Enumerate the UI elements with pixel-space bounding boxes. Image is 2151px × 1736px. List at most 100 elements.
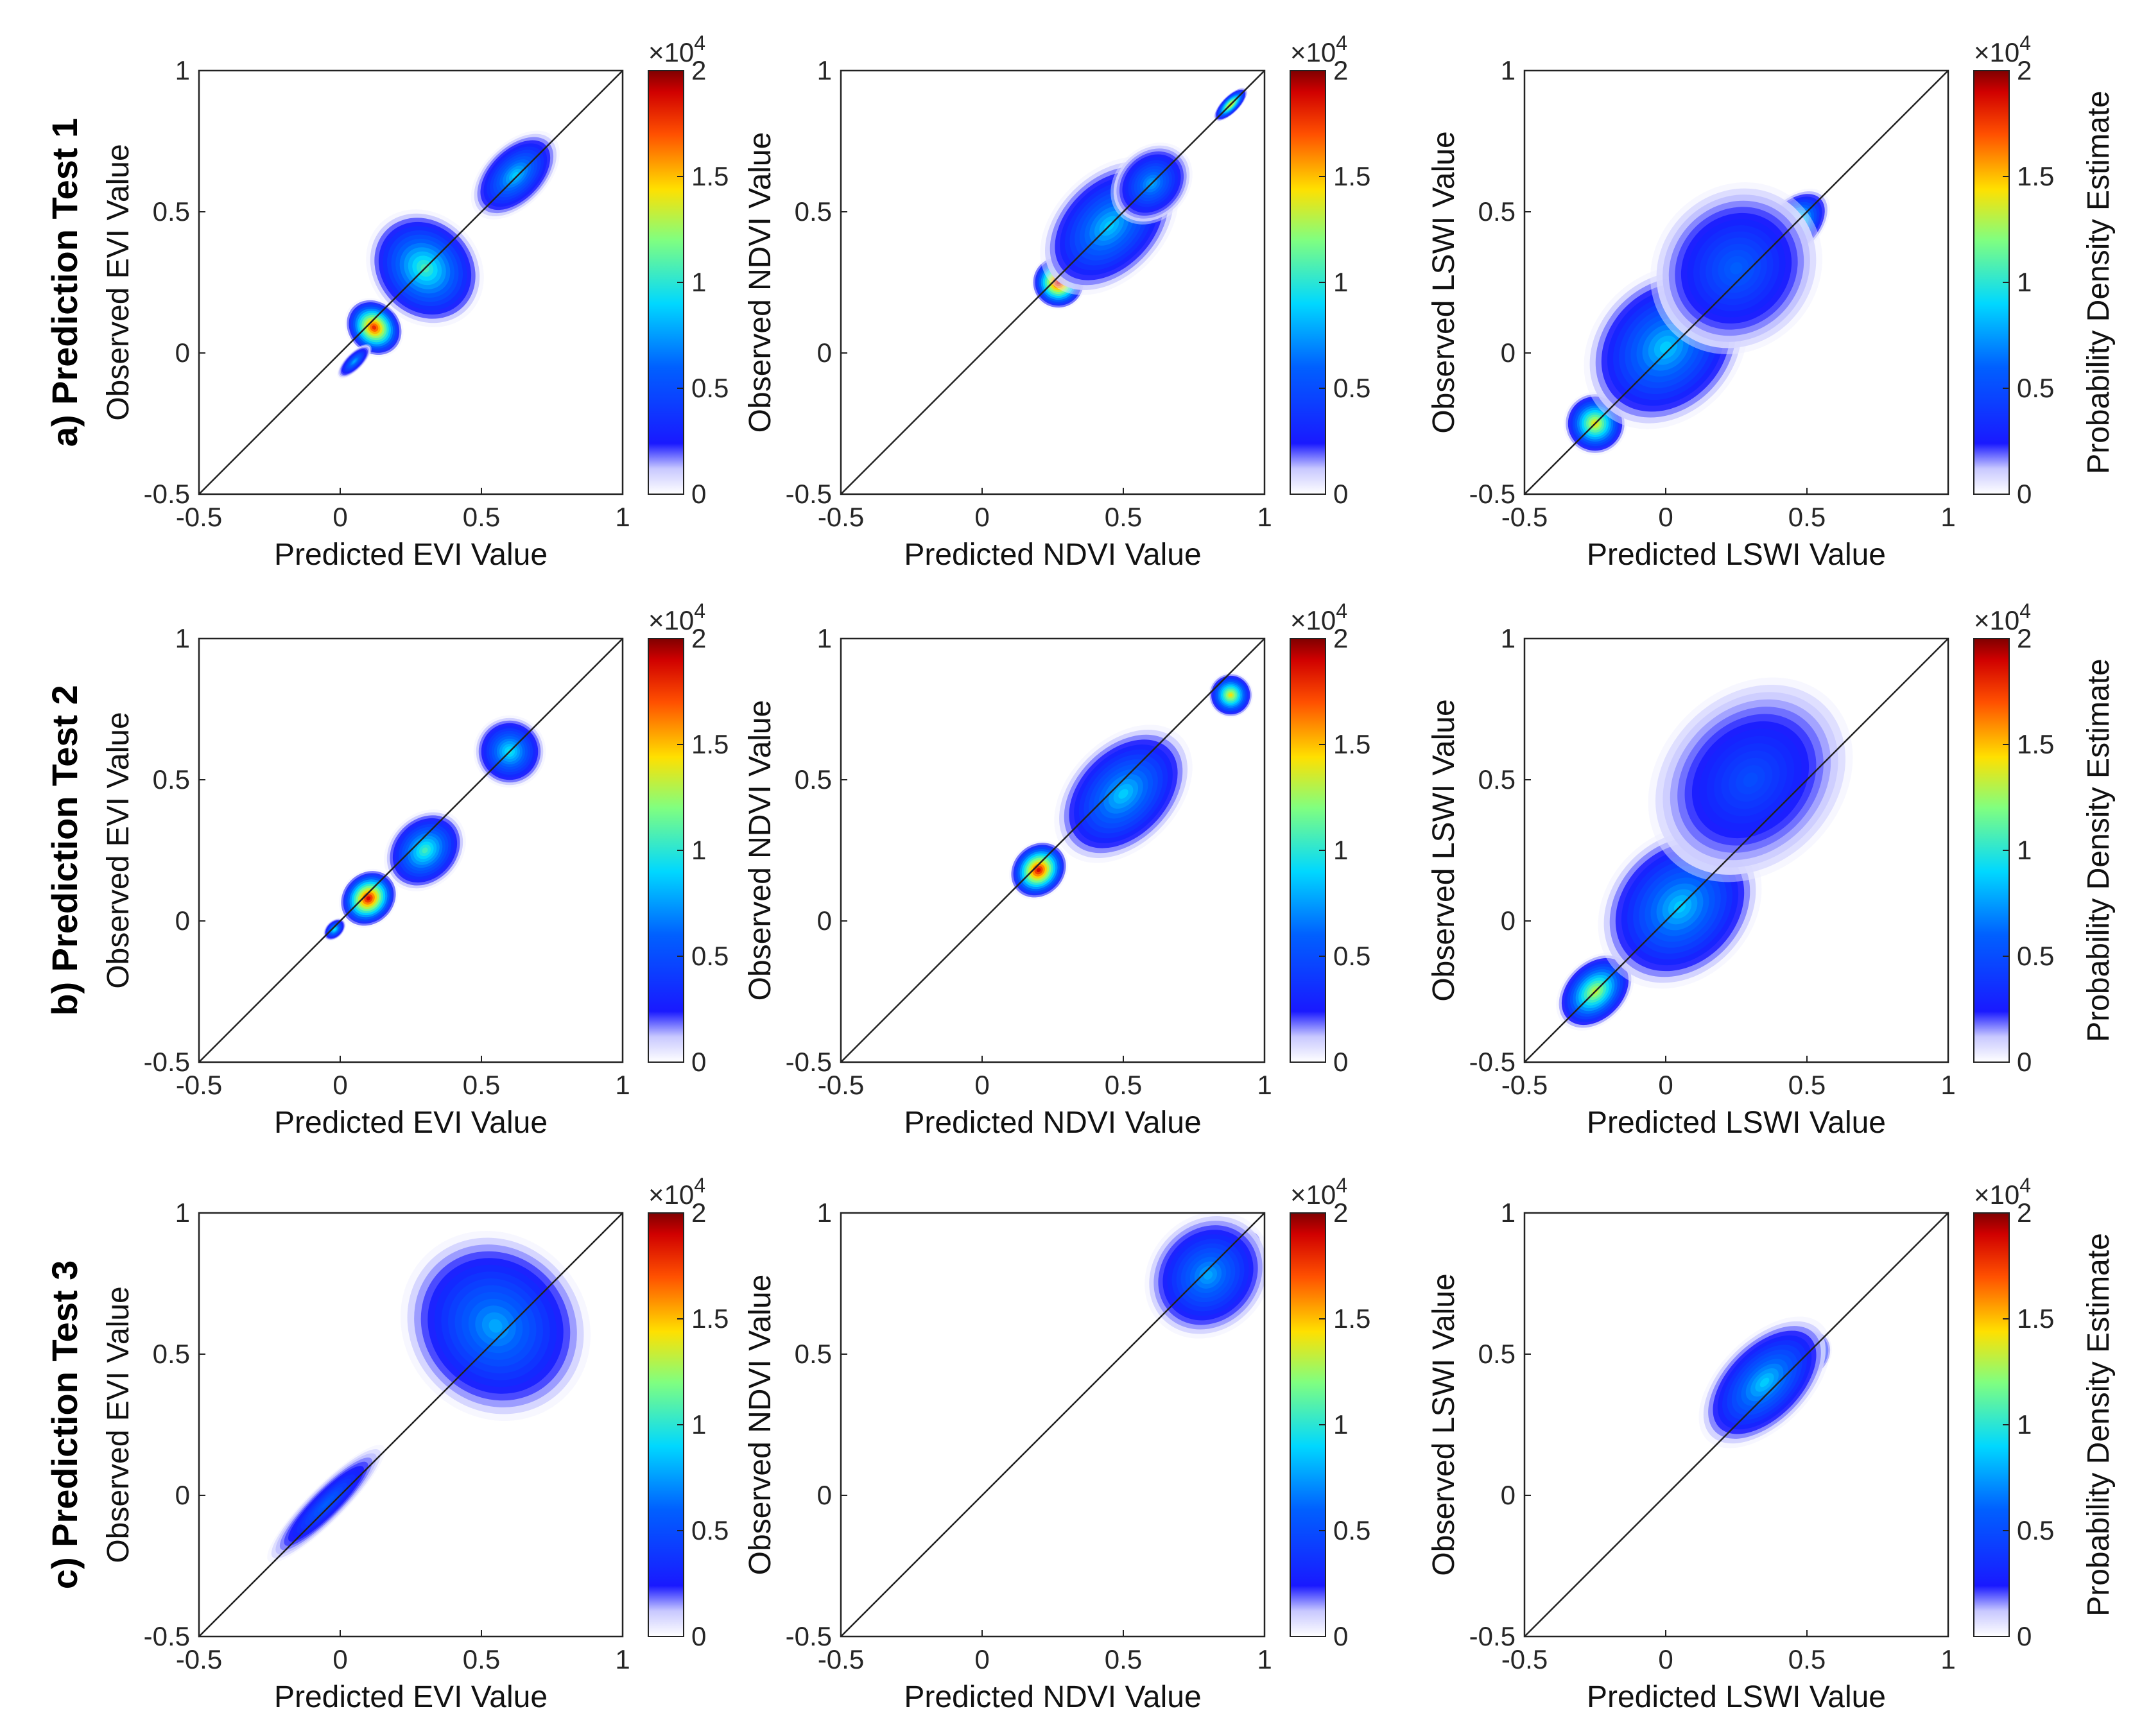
x-tick-label: 0 — [974, 1644, 989, 1674]
colorbar-label: Probability Density Estimate — [2082, 90, 2116, 474]
y-axis-label: Observed NDVI Value — [743, 132, 777, 433]
y-tick-label: 1 — [175, 55, 190, 85]
colorbar-tick-label: 0.5 — [2017, 373, 2054, 403]
y-tick-label: 1 — [175, 623, 190, 653]
density-field — [1145, 1213, 1265, 1339]
x-tick-label: 1 — [1940, 502, 1955, 532]
panel-ndvi: -0.5 0 0.5 1 -0.5 0 0.5 1 Predicted NDVI Value Ob… — [743, 31, 1370, 572]
colorbar-tick-label: 1.5 — [691, 161, 729, 191]
y-tick-label: 0 — [817, 338, 832, 368]
row-label: b) Prediction Test 2 — [44, 685, 85, 1015]
plot-frame — [840, 1212, 1266, 1638]
x-tick-label: 1 — [1257, 1070, 1272, 1100]
colorbar-tick-label: 0 — [1333, 1621, 1348, 1651]
colorbar-tick-label: 1 — [691, 1409, 706, 1440]
y-axis-label: Observed EVI Value — [101, 1286, 135, 1563]
y-tick-label: 1 — [817, 623, 832, 653]
density-contour — [422, 847, 428, 854]
colorbar-multiplier: ×104 — [1290, 599, 1347, 635]
colorbar-tick-label: 2 — [1333, 55, 1348, 85]
colorbar-tick-label: 2 — [691, 55, 706, 85]
y-tick-label: 1 — [817, 55, 832, 85]
y-tick-label: -0.5 — [1469, 479, 1516, 509]
colorbar-tick-label: 0 — [691, 1621, 706, 1651]
panel-lswi: -0.5 0 0.5 1 -0.5 0 0.5 1 Predicted LSWI Value Ob… — [1427, 599, 2116, 1140]
y-tick-label: -0.5 — [1469, 1621, 1516, 1651]
colorbar-tick-label: 0 — [691, 1047, 706, 1077]
colorbar-multiplier: ×104 — [1290, 1174, 1347, 1210]
one-to-one-line — [198, 70, 623, 495]
colorbar-multiplier: ×104 — [648, 1174, 705, 1210]
y-tick-label: 1 — [1501, 623, 1516, 653]
row-label: c) Prediction Test 3 — [44, 1260, 85, 1589]
one-to-one-line — [198, 638, 623, 1063]
x-tick-label: 1 — [1257, 1644, 1272, 1674]
colorbar-tick-label: 1.5 — [691, 1303, 729, 1334]
colorbar-tick-label: 1.5 — [2017, 1303, 2054, 1334]
colorbar-multiplier: ×104 — [1290, 31, 1347, 67]
y-tick-label: 1 — [1501, 55, 1516, 85]
panel-ndvi: -0.5 0 0.5 1 -0.5 0 0.5 1 Predicted NDVI Value Ob… — [743, 1174, 1370, 1714]
colorbar-tick-label: 1.5 — [2017, 161, 2054, 191]
x-tick-label: 0 — [333, 502, 347, 532]
colorbar-tick-label: 1 — [1333, 267, 1348, 297]
x-tick-label: 0.5 — [1105, 502, 1142, 532]
y-tick-label: 0 — [1501, 338, 1516, 368]
colorbar-tick-label: 1 — [691, 267, 706, 297]
colorbar-tick-label: 0 — [2017, 1621, 2032, 1651]
colorbar-tick-label: 0 — [1333, 479, 1348, 509]
density-contour — [488, 1319, 503, 1333]
x-tick-label: 0.5 — [463, 502, 500, 532]
density-contour — [1229, 693, 1232, 697]
y-tick-label: -0.5 — [786, 1621, 832, 1651]
y-tick-label: 0.5 — [153, 196, 190, 227]
colorbar-tick-label: 0 — [2017, 479, 2032, 509]
density-contour — [372, 325, 377, 330]
x-tick-label: 1 — [1257, 502, 1272, 532]
density-contour — [366, 896, 371, 901]
x-axis-label: Predicted LSWI Value — [1587, 1680, 1886, 1714]
density-contour — [333, 928, 336, 931]
y-tick-label: 0.5 — [1478, 1339, 1516, 1369]
x-axis-label: Predicted NDVI Value — [904, 1106, 1201, 1140]
colorbar-multiplier: ×104 — [648, 31, 705, 67]
x-tick-label: 0 — [1658, 1644, 1673, 1674]
x-tick-label: 1 — [1940, 1070, 1955, 1100]
density-contour — [1118, 789, 1128, 799]
x-tick-label: 0 — [333, 1070, 347, 1100]
colorbar-tick-label: 0.5 — [691, 1515, 729, 1545]
plot-frame — [840, 69, 1266, 495]
one-to-one-line — [1524, 638, 1949, 1063]
colorbar-tick-label: 1.5 — [2017, 729, 2054, 759]
x-tick-label: -0.5 — [818, 1070, 864, 1100]
y-tick-label: 0 — [817, 1480, 832, 1510]
x-tick-label: 1 — [615, 502, 630, 532]
y-axis-label: Observed EVI Value — [101, 712, 135, 988]
y-axis-label: Observed EVI Value — [101, 144, 135, 420]
colorbar-tick-label: 2 — [1333, 1198, 1348, 1228]
colorbar-tick-label: 1 — [2017, 835, 2032, 865]
y-tick-label: 0 — [1501, 1480, 1516, 1510]
colorbar-tick-label: 1.5 — [1333, 1303, 1370, 1334]
density-contour — [1730, 262, 1743, 275]
colorbar-multiplier: ×104 — [648, 599, 705, 635]
y-tick-label: 0 — [1501, 906, 1516, 936]
x-tick-label: 0 — [1658, 502, 1673, 532]
x-tick-label: 0.5 — [1788, 1644, 1826, 1674]
colorbar-tick-label: 2 — [1333, 623, 1348, 653]
density-field — [1556, 677, 1853, 1031]
colorbar-label: Probability Density Estimate — [2082, 1233, 2116, 1617]
x-axis-label: Predicted NDVI Value — [904, 538, 1201, 572]
panel-lswi: -0.5 0 0.5 1 -0.5 0 0.5 1 Predicted LSWI Value Ob… — [1427, 31, 2116, 572]
plot-frame — [198, 1212, 624, 1638]
one-to-one-line — [1524, 1212, 1949, 1637]
y-tick-label: 1 — [817, 1198, 832, 1228]
x-tick-label: 0.5 — [1105, 1644, 1142, 1674]
x-tick-label: 0.5 — [1788, 1070, 1826, 1100]
density-field — [267, 1230, 591, 1563]
x-tick-label: 0.5 — [463, 1644, 500, 1674]
y-axis-label: Observed LSWI Value — [1427, 1273, 1461, 1576]
x-axis-label: Predicted LSWI Value — [1587, 1106, 1886, 1140]
plot-frame — [1523, 69, 1949, 495]
x-tick-label: 1 — [615, 1070, 630, 1100]
